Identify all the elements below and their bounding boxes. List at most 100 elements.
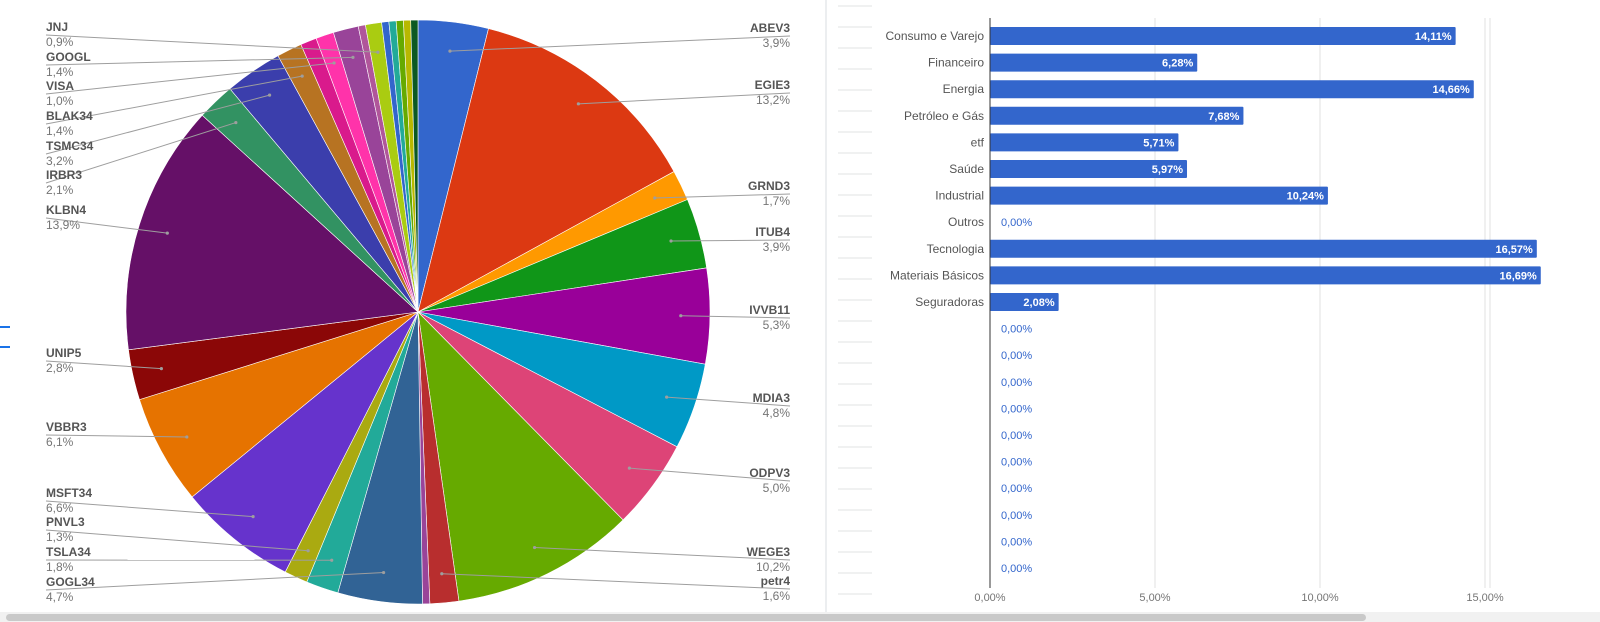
- bar-value-label: 10,24%: [1287, 191, 1325, 203]
- category-label: etf: [971, 135, 985, 149]
- bar[interactable]: [990, 53, 1198, 72]
- slice-percent: 6,1%: [46, 435, 74, 449]
- bar[interactable]: [990, 239, 1537, 258]
- leader-line: [578, 92, 791, 105]
- slice-percent: 6,6%: [46, 501, 74, 515]
- slice-percent: 13,2%: [756, 93, 790, 107]
- slice-percent: 0,9%: [46, 35, 74, 49]
- slice-percent: 4,8%: [763, 406, 791, 420]
- selected-cell-border: [0, 346, 10, 348]
- pie-chart[interactable]: ABEV33,9%EGIE313,2%GRND31,7%ITUB43,9%IVV…: [0, 0, 838, 614]
- bar-value-label: 0,00%: [1001, 217, 1032, 229]
- slice-percent: 2,8%: [46, 361, 74, 375]
- slice-percent: 4,7%: [46, 590, 74, 604]
- leader-line: [534, 547, 791, 561]
- slice-label: TSMC34: [46, 139, 94, 153]
- leader-line: [629, 467, 791, 482]
- bar-value-label: 16,57%: [1495, 244, 1533, 256]
- leader-line: [680, 315, 791, 319]
- leader-line: [45, 217, 168, 234]
- bar[interactable]: [990, 106, 1244, 125]
- leader-line: [654, 193, 791, 199]
- pie-slice[interactable]: [417, 311, 624, 602]
- leader-line: [45, 56, 353, 66]
- bar-value-label: 0,00%: [1001, 430, 1032, 442]
- leader-dot: [532, 545, 537, 550]
- category-label: Consumo e Varejo: [886, 29, 985, 43]
- slice-label: petr4: [761, 574, 791, 588]
- leader-dot: [679, 314, 683, 318]
- slice-percent: 2,1%: [46, 183, 74, 197]
- bar[interactable]: [990, 186, 1328, 205]
- slice-label: JNJ: [46, 20, 68, 34]
- category-label: Financeiro: [928, 56, 984, 70]
- leader-dot: [267, 93, 272, 97]
- slice-percent: 1,7%: [763, 194, 791, 208]
- category-label: Industrial: [935, 189, 984, 203]
- bar-value-label: 7,68%: [1208, 111, 1239, 123]
- pie-slice[interactable]: [191, 311, 419, 573]
- leader-dot: [440, 572, 444, 576]
- category-label: Saúde: [949, 162, 984, 176]
- selected-cell-border: [0, 326, 10, 328]
- pie-slice[interactable]: [417, 28, 675, 313]
- slice-label: MSFT34: [46, 486, 92, 500]
- bar[interactable]: [990, 133, 1179, 152]
- leader-dot: [627, 466, 631, 470]
- bar[interactable]: [990, 27, 1456, 45]
- slice-percent: 1,3%: [46, 530, 74, 544]
- slice-label: GRND3: [748, 179, 790, 193]
- leader-line: [441, 573, 791, 590]
- slice-percent: 5,0%: [763, 481, 791, 495]
- bar[interactable]: [990, 80, 1474, 99]
- bar[interactable]: [990, 266, 1541, 285]
- slice-label: IVVB11: [749, 303, 790, 317]
- bar-value-label: 0,00%: [1001, 403, 1032, 415]
- x-tick-label: 15,00%: [1466, 592, 1504, 604]
- bar-value-label: 0,00%: [1001, 377, 1032, 389]
- bar-value-label: 5,97%: [1152, 164, 1183, 176]
- leader-line: [45, 94, 270, 155]
- x-tick-label: 10,00%: [1301, 592, 1339, 604]
- slice-label: KLBN4: [46, 203, 86, 217]
- leader-line: [666, 396, 791, 407]
- slice-percent: 3,9%: [763, 240, 791, 254]
- leader-line: [45, 62, 335, 95]
- scrollbar-thumb[interactable]: [6, 614, 1366, 621]
- leader-line: [45, 34, 378, 53]
- leader-dot: [332, 61, 336, 65]
- slice-percent: 5,3%: [763, 318, 791, 332]
- leader-line: [45, 529, 309, 552]
- leader-line: [45, 434, 187, 438]
- slice-percent: 3,2%: [46, 154, 74, 168]
- pie-slice[interactable]: [410, 19, 419, 313]
- bar[interactable]: [990, 160, 1188, 178]
- x-tick-label: 5,00%: [1139, 592, 1170, 604]
- pie-slice[interactable]: [125, 114, 419, 351]
- slice-label: GOGL34: [46, 575, 95, 589]
- leader-line: [45, 122, 236, 184]
- slice-percent: 1,0%: [46, 94, 74, 108]
- leader-dot: [653, 196, 657, 200]
- slice-label: IRBR3: [46, 168, 82, 182]
- slice-label: EGIE3: [755, 78, 791, 92]
- slice-percent: 1,6%: [763, 589, 791, 603]
- category-label: Seguradoras: [915, 295, 984, 309]
- slice-label: BLAK34: [46, 109, 93, 123]
- leader-line: [45, 360, 162, 370]
- leader-dot: [165, 231, 169, 235]
- leader-dot: [381, 570, 386, 575]
- slice-label: VBBR3: [46, 420, 87, 434]
- bar[interactable]: [990, 293, 1059, 311]
- bar-value-label: 0,00%: [1001, 536, 1032, 548]
- leader-dot: [669, 239, 673, 243]
- leader-line: [45, 500, 254, 518]
- slice-label: UNIP5: [46, 346, 82, 360]
- bar-chart[interactable]: 0,00% 5,00% 10,00% 15,00% Consumo e Varejo 14…: [872, 0, 1600, 614]
- category-label: Petróleo e Gás: [904, 109, 984, 123]
- category-label: Energia: [943, 82, 985, 96]
- bar-value-label: 0,00%: [1001, 324, 1032, 336]
- bar-value-label: 5,71%: [1143, 137, 1174, 149]
- slice-label: WEGE3: [747, 545, 791, 559]
- leader-dot: [159, 367, 163, 371]
